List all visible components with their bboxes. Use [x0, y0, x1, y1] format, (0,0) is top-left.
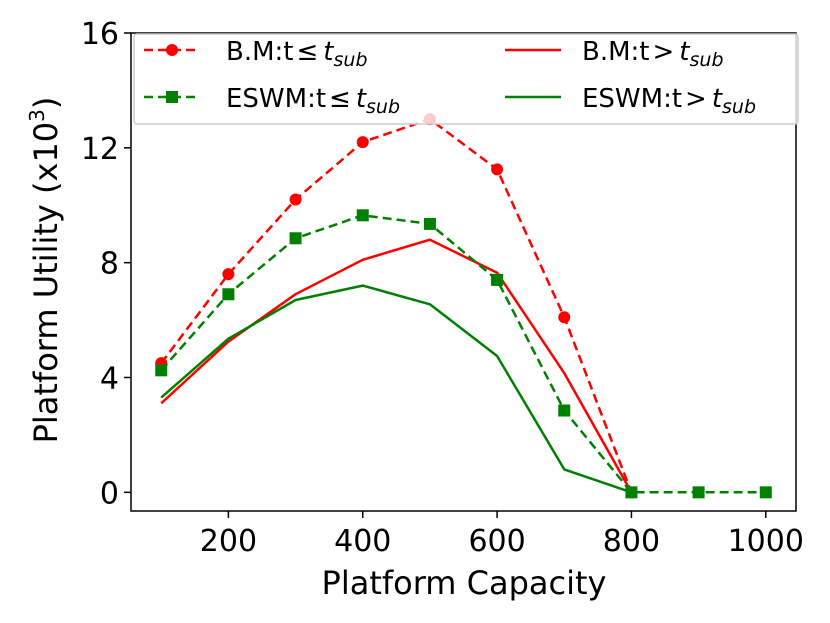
- data-point: [155, 364, 168, 377]
- data-point: [558, 404, 571, 417]
- y-tick-label: 0: [100, 476, 119, 511]
- legend-label-base: B.M:t: [226, 37, 294, 67]
- axes-spines: [130, 32, 797, 512]
- data-point: [558, 311, 571, 324]
- axes-frame: [130, 32, 797, 512]
- legend-relation: ≤: [297, 37, 319, 67]
- legend-box: [133, 33, 799, 125]
- x-tick-label: 800: [603, 524, 660, 559]
- x-tick-label: 600: [468, 524, 525, 559]
- legend-subscript: sub: [722, 96, 756, 118]
- data-point: [222, 268, 235, 281]
- y-axis-label-close: ): [27, 97, 65, 109]
- x-axis-label: Platform Capacity: [322, 564, 607, 602]
- y-tick-label: 8: [100, 247, 119, 282]
- data-point: [289, 232, 302, 245]
- data-point: [692, 486, 705, 499]
- svg-text:B.M:t≤tsub: B.M:t ≤ tsub: [226, 37, 368, 71]
- legend-label-base: ESWM:t: [226, 84, 326, 114]
- legend-label-base: B.M:t: [582, 37, 650, 67]
- legend-t: t: [679, 37, 690, 67]
- x-tick-label: 1000: [728, 524, 804, 559]
- ticks: 200 400 600 800 1000 0 4 8 12 16: [81, 17, 804, 559]
- data-point: [423, 217, 436, 230]
- y-axis-label-exponent: 3: [25, 109, 49, 122]
- legend-t: t: [323, 37, 334, 67]
- legend-subscript: sub: [690, 49, 724, 71]
- legend-label-base: ESWM:t: [582, 84, 682, 114]
- legend-relation: >: [653, 37, 675, 67]
- legend-subscript: sub: [334, 49, 368, 71]
- data-point: [356, 209, 369, 222]
- series-line-eswm_le: [160, 214, 766, 494]
- data-point: [625, 486, 638, 499]
- legend-entry-eswm-gt: ESWM:t > tsub: [505, 84, 756, 118]
- svg-text:B.M:t>tsub: B.M:t > tsub: [582, 37, 724, 71]
- x-tick-label: 400: [334, 524, 391, 559]
- legend-subscript: sub: [366, 96, 400, 118]
- y-tick-label: 16: [81, 17, 119, 52]
- legend-relation: ≤: [329, 84, 351, 114]
- data-point: [491, 273, 504, 286]
- y-axis-label-main: Platform Utility (x10: [27, 122, 65, 444]
- legend-entry-bm-gt: B.M:t > tsub: [505, 37, 724, 71]
- data-point: [356, 136, 369, 149]
- data-point: [289, 193, 302, 206]
- x-tick-label: 200: [200, 524, 257, 559]
- data-point: [491, 163, 504, 176]
- data-point: [759, 486, 772, 499]
- y-axis-label: Platform Utility (x103): [25, 97, 65, 444]
- legend-relation: >: [685, 84, 707, 114]
- series-bm_gt: [160, 238, 633, 493]
- legend: B.M:t ≤ tsub B.M:t > tsub ESWM:t ≤ tsub ESWM:t…: [133, 33, 799, 125]
- series-line-bm_gt: [160, 238, 633, 493]
- series-line-eswm_gt: [160, 284, 632, 494]
- series-line-bm_le: [160, 117, 633, 493]
- y-tick-label: 4: [100, 362, 119, 397]
- svg-text:ESWM:t>tsub: ESWM:t > tsub: [582, 84, 756, 118]
- data-point: [222, 288, 235, 301]
- legend-t: t: [712, 84, 723, 114]
- y-tick-label: 12: [81, 132, 119, 167]
- svg-text:ESWM:t≤tsub: ESWM:t ≤ tsub: [226, 84, 400, 118]
- series-eswm_le: [155, 209, 772, 499]
- legend-t: t: [356, 84, 367, 114]
- legend-entry-bm-le: B.M:t ≤ tsub: [144, 37, 368, 71]
- legend-entry-eswm-le: ESWM:t ≤ tsub: [144, 84, 400, 118]
- series-eswm_gt: [160, 284, 632, 494]
